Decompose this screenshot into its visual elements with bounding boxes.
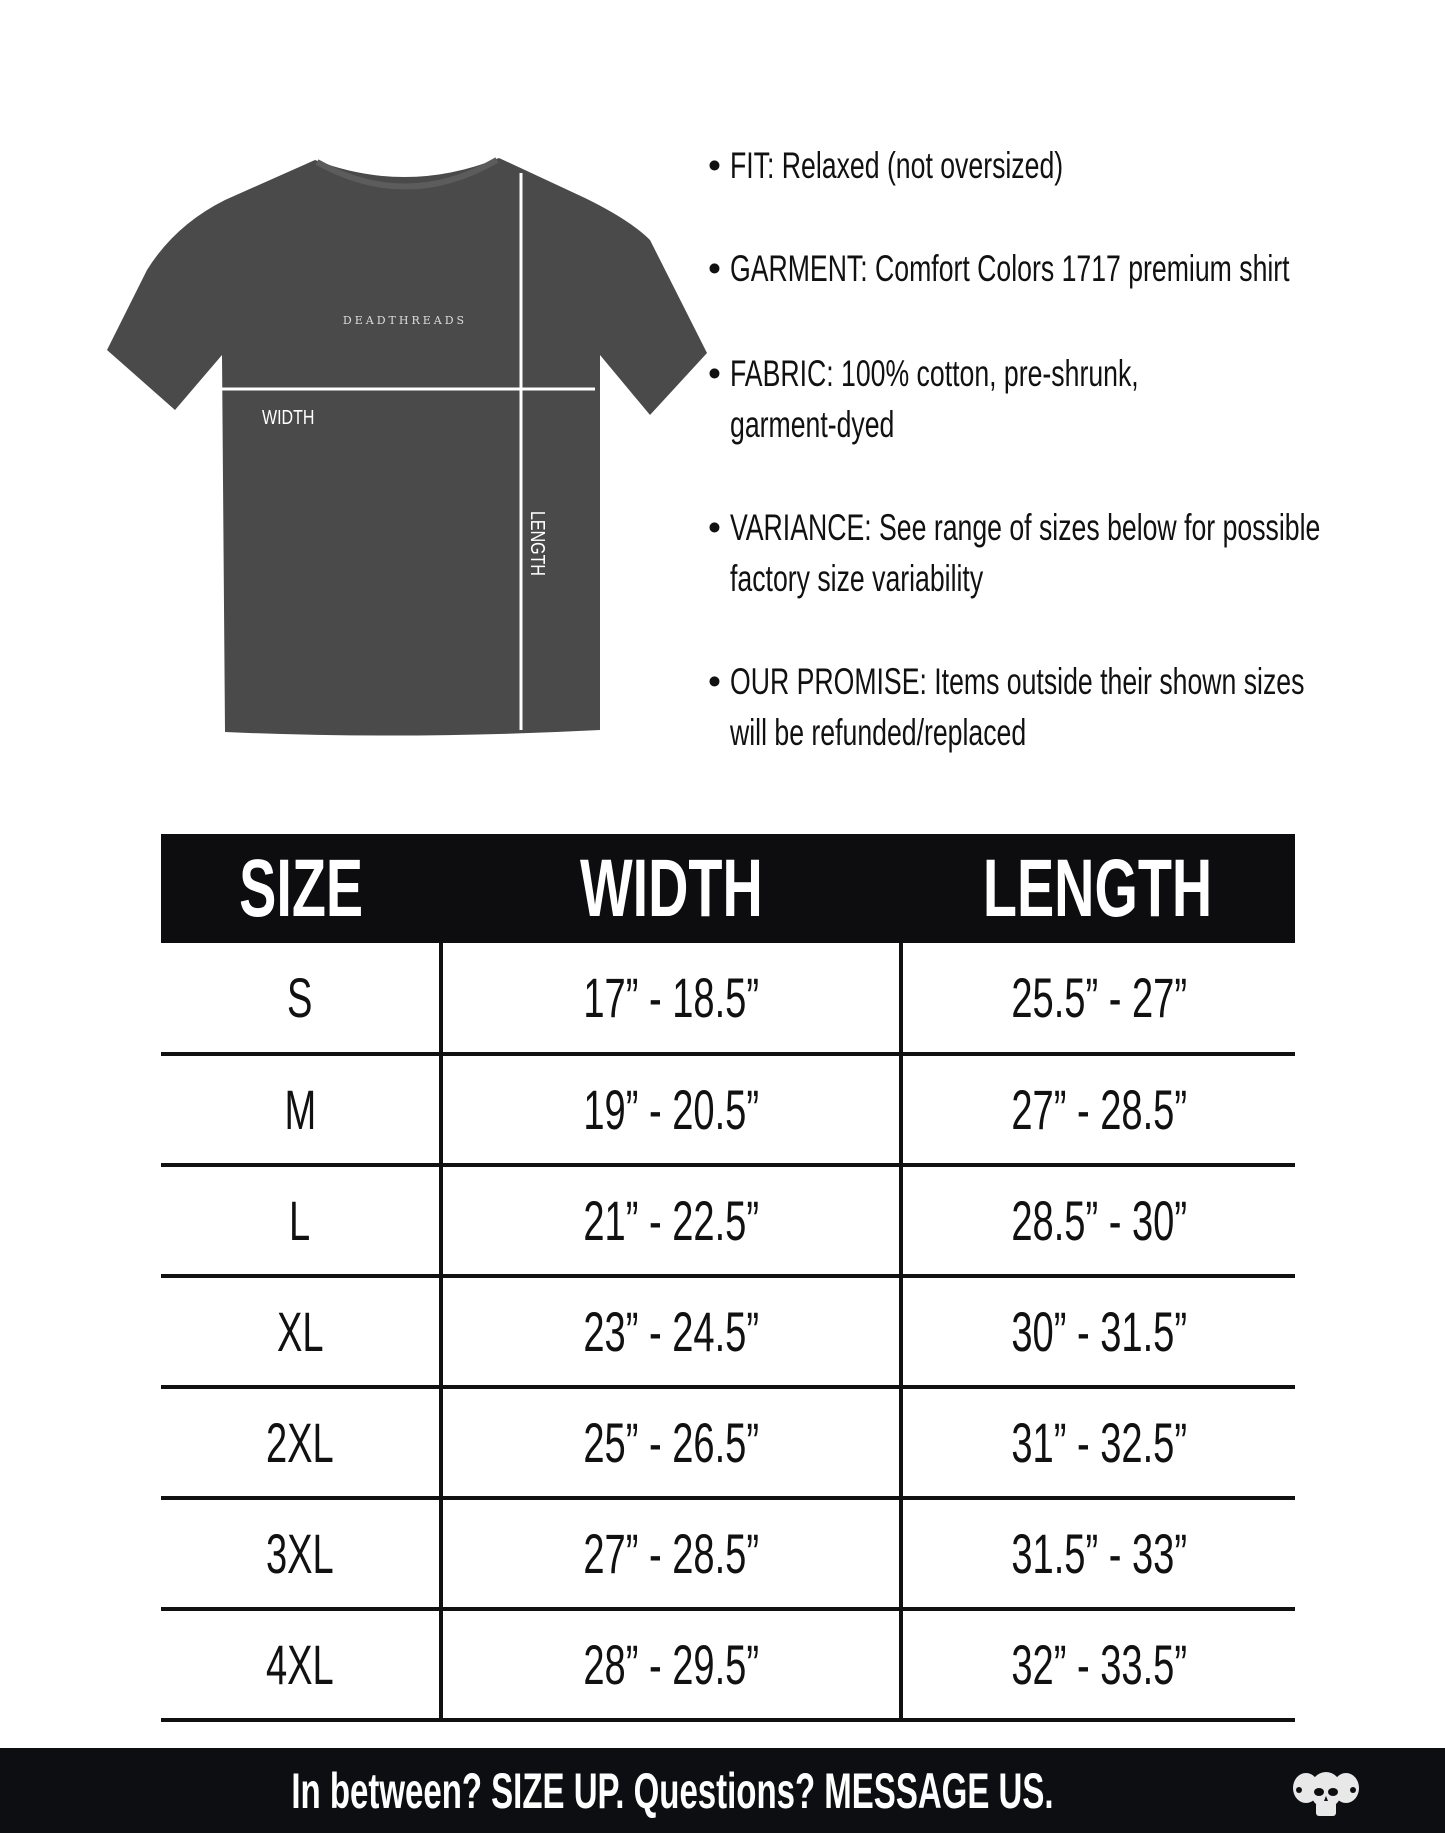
footer-banner: In between? SIZE UP. Questions? MESSAGE … [0,1748,1445,1833]
cell-size: S [161,943,441,1056]
cell-width: 17” - 18.5” [439,943,901,1056]
table-row: 4XL 28” - 29.5” 32” - 33.5” [161,1609,1295,1722]
cell-length: 31.5” - 33” [899,1498,1295,1611]
tshirt-image: DEADTHREADS WIDTH LENGTH [107,157,707,736]
width-label: WIDTH [262,406,314,428]
cell-length: 28.5” - 30” [899,1165,1295,1278]
footer-message: In between? SIZE UP. Questions? MESSAGE … [291,1763,1054,1819]
tshirt-body [107,158,707,736]
table-row: 3XL 27” - 28.5” 31.5” - 33” [161,1498,1295,1611]
bullet-garment: • GARMENT: Comfort Colors 1717 premium sh… [708,248,1290,289]
cell-length: 27” - 28.5” [899,1054,1295,1167]
cell-size: L [161,1165,441,1278]
bullet-promise: • OUR PROMISE: Items outside their shown … [708,661,1305,753]
brand-print: DEADTHREADS [343,314,467,327]
cell-length: 30” - 31.5” [899,1276,1295,1389]
cell-width: 19” - 20.5” [439,1054,901,1167]
cell-size: 2XL [161,1387,441,1500]
cell-size: 3XL [161,1498,441,1611]
header-size: SIZE [161,834,441,943]
cell-width: 27” - 28.5” [439,1498,901,1611]
bullet-fabric: • FABRIC: 100% cotton, pre-shrunk, garment… [708,353,1139,445]
cell-width: 25” - 26.5” [439,1387,901,1500]
size-chart-table: SIZE WIDTH LENGTH S 17” - 18.5” 25.5” - 27… [161,834,1295,1722]
bullet-variance: • VARIANCE: See range of sizes below for … [708,507,1321,599]
cell-size: M [161,1054,441,1167]
header-length: LENGTH [901,834,1295,943]
cell-length: 25.5” - 27” [899,943,1295,1056]
header-width: WIDTH [441,834,901,943]
table-row: XL 23” - 24.5” 30” - 31.5” [161,1276,1295,1389]
length-label: LENGTH [527,511,549,576]
cell-width: 21” - 22.5” [439,1165,901,1278]
table-row: M 19” - 20.5” 27” - 28.5” [161,1054,1295,1167]
cell-width: 23” - 24.5” [439,1276,901,1389]
table-row: L 21” - 22.5” 28.5” - 30” [161,1165,1295,1278]
cell-width: 28” - 29.5” [439,1609,901,1722]
table-header: SIZE WIDTH LENGTH [161,834,1295,943]
cell-size: 4XL [161,1609,441,1722]
three-skulls-logo-icon [1293,1772,1359,1816]
table-row: 2XL 25” - 26.5” 31” - 32.5” [161,1387,1295,1500]
bullet-fit: • FIT: Relaxed (not oversized) [708,145,1064,186]
table-row: S 17” - 18.5” 25.5” - 27” [161,943,1295,1056]
cell-length: 31” - 32.5” [899,1387,1295,1500]
cell-length: 32” - 33.5” [899,1609,1295,1722]
cell-size: XL [161,1276,441,1389]
